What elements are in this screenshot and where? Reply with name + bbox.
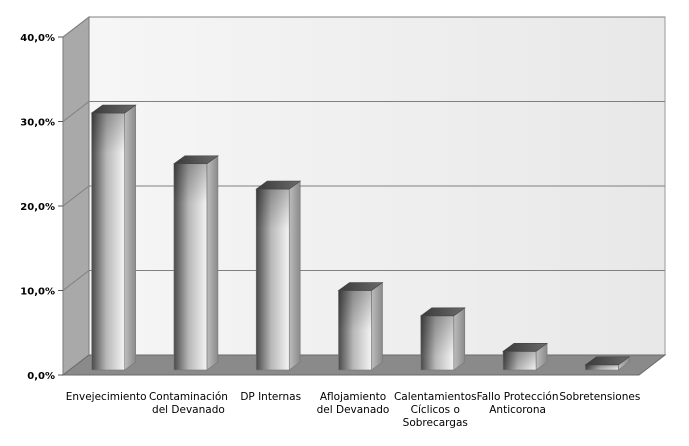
bar-top — [90, 104, 137, 114]
bar-front-shade — [420, 315, 454, 356]
bar — [173, 155, 219, 371]
y-tick-label: 40,0% — [20, 33, 55, 44]
bar — [419, 307, 466, 371]
x-tick-label-line: Envejecimiento — [66, 391, 147, 403]
bar-side — [206, 155, 219, 371]
y-tick-label: 20,0% — [20, 202, 55, 213]
bar-top — [419, 307, 466, 317]
x-tick-label-line: Fallo Protección — [477, 391, 559, 403]
x-tick-label-line: Contaminación — [149, 391, 228, 403]
x-tick-label-line: del Devanado — [152, 404, 225, 416]
gridline-side — [62, 16, 90, 38]
x-tick-label-line: Aflojamiento — [320, 391, 386, 403]
bar-top — [584, 356, 631, 366]
bar-front-shade — [173, 163, 207, 204]
x-tick-label: Contaminación del Devanado — [149, 391, 228, 416]
y-tick-label: 0,0% — [27, 371, 55, 382]
bar — [90, 104, 137, 371]
x-tick-label: Calentamientos Cíclicos o Sobrecargas — [394, 391, 477, 429]
x-tick-label-line: Cíclicos o — [411, 404, 460, 416]
bar-front-shade — [338, 290, 372, 331]
bar-top — [173, 155, 219, 165]
gridline-side — [62, 270, 90, 291]
bar-side — [453, 307, 466, 371]
x-tick-label-line: Anticorona — [489, 404, 546, 416]
bar — [337, 281, 384, 371]
bar — [584, 356, 631, 371]
x-tick-label: DP Internas — [240, 391, 301, 403]
bar-front-shade — [91, 113, 125, 154]
x-tick-label: Fallo Protección Anticorona — [477, 391, 559, 416]
y-tick-label: 10,0% — [20, 287, 55, 298]
bar-top — [337, 282, 384, 291]
bar — [255, 180, 302, 371]
y-axis-ticks: 0,0% 10,0% 20,0% 30,0% 40,0% — [20, 33, 63, 382]
x-tick-label-line: Sobrecargas — [403, 417, 468, 429]
x-tick-label: Aflojamiento del Devanado — [317, 391, 390, 416]
bars — [90, 104, 631, 371]
x-tick-label-line: Sobretensiones — [559, 391, 640, 403]
y-tick-label: 30,0% — [20, 118, 55, 129]
x-tick-label: Sobretensiones — [559, 391, 640, 403]
bar-side — [288, 180, 301, 371]
x-tick-label-line: del Devanado — [317, 404, 390, 416]
bar — [502, 342, 548, 371]
bar-side — [371, 281, 383, 371]
bar-top — [255, 180, 302, 190]
gridline-side — [62, 185, 90, 207]
bar-front-shade — [585, 364, 619, 370]
bar-front-shade — [256, 189, 290, 230]
bar-top — [502, 343, 548, 352]
x-tick-label-line: DP Internas — [240, 391, 301, 403]
gridline-side — [62, 101, 90, 122]
x-tick-label: Envejecimiento — [66, 391, 147, 403]
bar-front — [91, 112, 125, 371]
bar-side — [124, 104, 136, 371]
bar-front-shade — [503, 351, 537, 370]
x-axis-ticks: Envejecimiento Contaminación del DevanadoD… — [66, 391, 641, 429]
x-tick-label-line: Calentamientos — [394, 391, 477, 403]
